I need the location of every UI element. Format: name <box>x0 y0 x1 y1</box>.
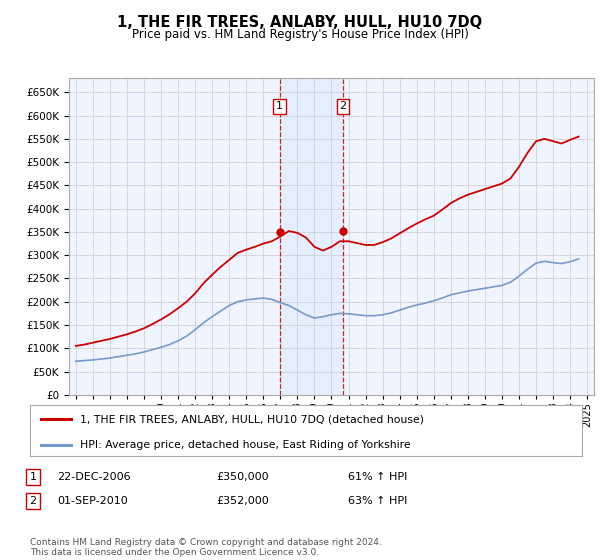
Text: 63% ↑ HPI: 63% ↑ HPI <box>348 496 407 506</box>
Text: 2: 2 <box>29 496 37 506</box>
Bar <box>280 78 343 395</box>
Text: 1: 1 <box>29 472 37 482</box>
Text: £352,000: £352,000 <box>216 496 269 506</box>
Text: 1, THE FIR TREES, ANLABY, HULL, HU10 7DQ (detached house): 1, THE FIR TREES, ANLABY, HULL, HU10 7DQ… <box>80 414 424 424</box>
Text: 22-DEC-2006: 22-DEC-2006 <box>57 472 131 482</box>
Text: Price paid vs. HM Land Registry's House Price Index (HPI): Price paid vs. HM Land Registry's House … <box>131 28 469 41</box>
Text: 01-SEP-2010: 01-SEP-2010 <box>57 496 128 506</box>
Text: 1: 1 <box>276 101 283 111</box>
Text: £350,000: £350,000 <box>216 472 269 482</box>
Text: Contains HM Land Registry data © Crown copyright and database right 2024.
This d: Contains HM Land Registry data © Crown c… <box>30 538 382 557</box>
Text: 61% ↑ HPI: 61% ↑ HPI <box>348 472 407 482</box>
Text: 2: 2 <box>340 101 346 111</box>
Text: 1, THE FIR TREES, ANLABY, HULL, HU10 7DQ: 1, THE FIR TREES, ANLABY, HULL, HU10 7DQ <box>118 15 482 30</box>
Text: HPI: Average price, detached house, East Riding of Yorkshire: HPI: Average price, detached house, East… <box>80 440 410 450</box>
